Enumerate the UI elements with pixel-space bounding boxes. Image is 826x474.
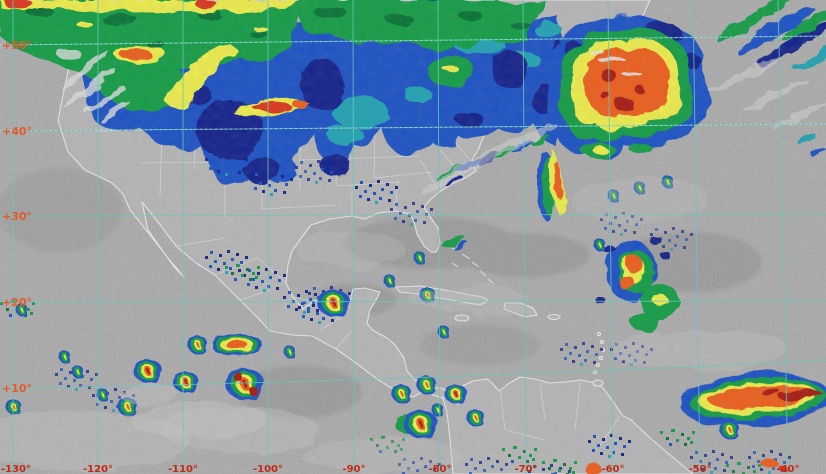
longitude-label: -60° [601,464,624,474]
longitude-label: -120° [83,464,113,474]
longitude-label: -80° [428,464,451,474]
latitude-label: +30° [2,210,32,223]
coordinate-labels: +50° +40° +30° +20° +10° -130° -120° -11… [1,39,800,474]
longitude-label: -90° [342,464,365,474]
latitude-label: +10° [2,382,32,395]
longitude-label: -110° [168,464,198,474]
longitude-label: -130° [1,464,31,474]
latitude-label: +20° [2,296,32,309]
longitude-label: -100° [253,464,283,474]
longitude-label: -50° [688,464,711,474]
longitude-label: -70° [514,464,537,474]
latitude-label: +40° [2,125,32,138]
latitude-label: +50° [2,39,32,52]
longitude-label: -40° [776,464,799,474]
